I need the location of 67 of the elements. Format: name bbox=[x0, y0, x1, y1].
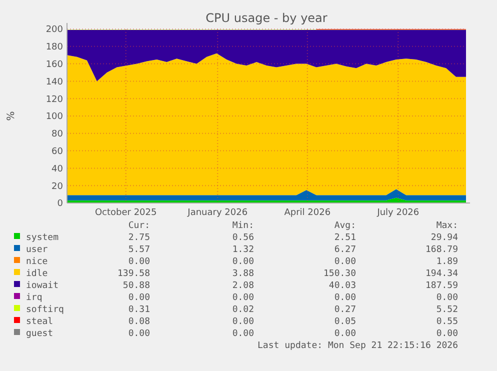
text: 0.00 bbox=[128, 293, 150, 303]
text: 3.88 bbox=[232, 269, 254, 279]
legend-label: system bbox=[26, 233, 59, 243]
y-tick-label: 60 bbox=[52, 146, 64, 157]
text: Cur: bbox=[128, 221, 150, 231]
text: Min: bbox=[232, 221, 254, 231]
text: 0.31 bbox=[128, 305, 150, 315]
text: Max: bbox=[436, 221, 458, 231]
text: 2.08 bbox=[232, 281, 254, 291]
text: 0.00 bbox=[128, 329, 150, 339]
text: 2.75 bbox=[128, 233, 150, 243]
y-tick-label: 180 bbox=[46, 42, 64, 53]
legend-label: irq bbox=[26, 293, 42, 303]
text: 0.00 bbox=[232, 293, 254, 303]
text: 0.55 bbox=[436, 317, 458, 327]
y-tick-label: 80 bbox=[52, 130, 64, 140]
text: 50.88 bbox=[122, 281, 150, 291]
y-tick-label: 160 bbox=[46, 60, 64, 70]
y-tick-label: 120 bbox=[46, 94, 64, 105]
x-tick-label: January 2026 bbox=[186, 208, 248, 218]
x-tick-label: October 2025 bbox=[94, 208, 157, 218]
text: 1.89 bbox=[436, 257, 458, 267]
legend-label: idle bbox=[26, 269, 48, 279]
text: 0.05 bbox=[334, 317, 356, 327]
text: 6.27 bbox=[334, 245, 356, 255]
text: 0.00 bbox=[436, 329, 458, 339]
text: 187.59 bbox=[425, 281, 458, 291]
text: 0.00 bbox=[232, 257, 254, 267]
text: 0.00 bbox=[334, 329, 356, 339]
legend-label: nice bbox=[26, 257, 48, 267]
text: 139.58 bbox=[117, 269, 150, 279]
y-tick-label: 20 bbox=[52, 182, 64, 192]
text: 5.52 bbox=[436, 305, 458, 315]
y-tick-label: 140 bbox=[46, 77, 64, 88]
text: 0.00 bbox=[232, 317, 254, 327]
text: 2.51 bbox=[334, 233, 356, 243]
legend-label: guest bbox=[26, 329, 54, 339]
text: 40.03 bbox=[328, 281, 356, 291]
legend-label: iowait bbox=[26, 281, 59, 291]
y-tick-label: 0 bbox=[57, 199, 64, 210]
text: 0.00 bbox=[334, 293, 356, 303]
text: 0.00 bbox=[436, 293, 458, 303]
x-tick-label: July 2026 bbox=[376, 208, 420, 218]
text: 0.00 bbox=[232, 329, 254, 339]
text: 0.27 bbox=[334, 305, 356, 315]
legend-label: softirq bbox=[26, 305, 64, 315]
text: 0.08 bbox=[128, 317, 150, 327]
text: 168.79 bbox=[425, 245, 458, 255]
y-axis-title: % bbox=[6, 111, 17, 121]
text: 0.02 bbox=[232, 305, 254, 315]
text: 1.32 bbox=[232, 245, 254, 255]
text: 29.94 bbox=[430, 233, 458, 243]
legend-label: steal bbox=[26, 317, 54, 327]
chart-title: CPU usage - by year bbox=[206, 11, 328, 25]
text: 5.57 bbox=[128, 245, 150, 255]
y-tick-label: 40 bbox=[52, 164, 64, 174]
y-tick-label: 200 bbox=[46, 25, 64, 36]
y-tick-label: 100 bbox=[46, 112, 64, 122]
text: 0.56 bbox=[232, 233, 254, 243]
text: 0.00 bbox=[334, 257, 356, 267]
x-tick-label: April 2026 bbox=[284, 208, 331, 218]
text: Last update: Mon Sep 21 22:15:16 2026 bbox=[258, 341, 458, 351]
text: Avg: bbox=[334, 221, 356, 231]
text: 150.30 bbox=[323, 269, 356, 279]
text: 0.00 bbox=[128, 257, 150, 267]
text: 194.34 bbox=[425, 269, 458, 279]
legend-label: user bbox=[26, 245, 48, 255]
